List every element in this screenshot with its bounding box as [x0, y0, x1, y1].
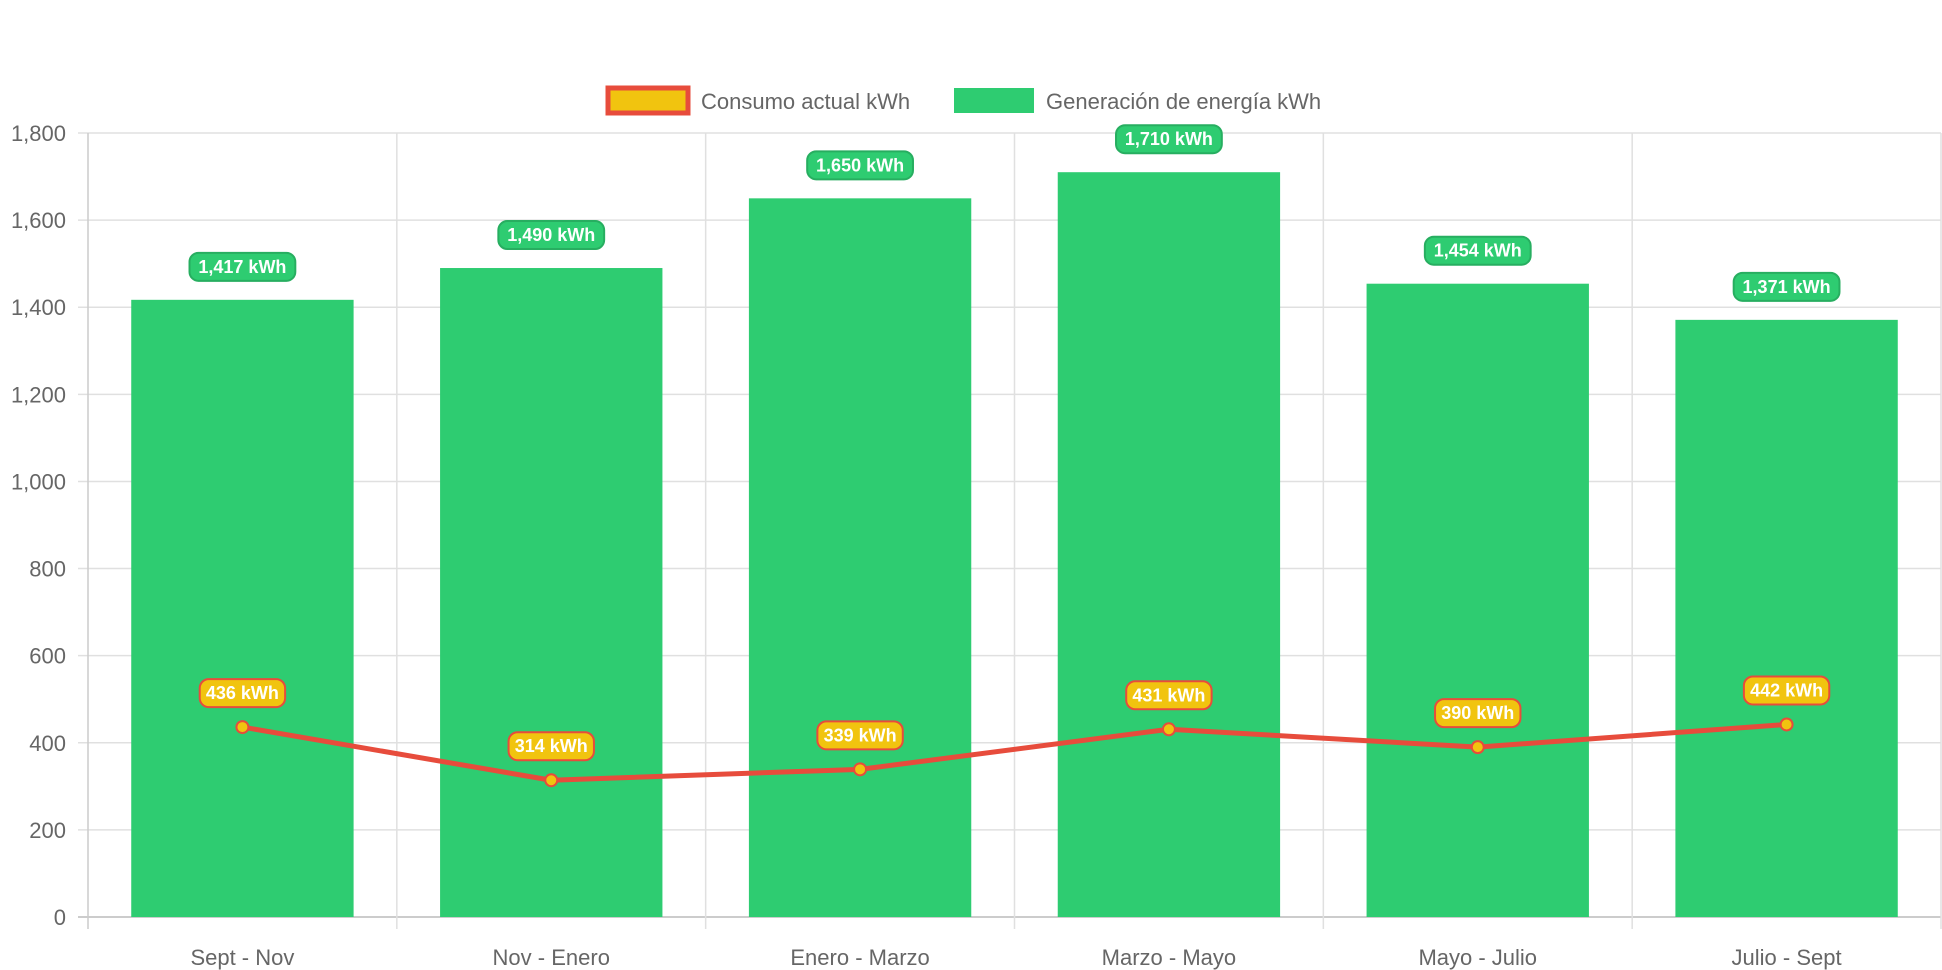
- legend-label-generacion: Generación de energía kWh: [1046, 89, 1321, 114]
- bar-value-label: 1,417 kWh: [188, 251, 297, 282]
- y-tick-label: 600: [29, 644, 66, 669]
- y-tick-label: 1,400: [11, 295, 66, 320]
- bar-value-label: 1,710 kWh: [1115, 124, 1223, 155]
- consumption-point: [1161, 722, 1176, 737]
- consumption-point: [1470, 740, 1485, 755]
- consumption-point: [544, 773, 559, 788]
- bar-value-label-bg: [1423, 235, 1532, 266]
- bar-generacion: [1057, 172, 1281, 917]
- line-value-label-bg: [1125, 680, 1213, 711]
- bar-value-label-text: 1,417 kWh: [198, 257, 286, 277]
- y-tick-label: 800: [29, 557, 66, 582]
- line-value-label-bg: [1742, 675, 1831, 706]
- x-tick-label: Mayo - Julio: [1418, 945, 1537, 970]
- line-value-label-text: 431 kWh: [1132, 685, 1205, 705]
- legend-label-consumo: Consumo actual kWh: [701, 89, 910, 114]
- line-value-label-bg: [507, 731, 595, 762]
- line-value-label-text: 436 kWh: [206, 683, 279, 703]
- bar-value-label-bg: [497, 220, 606, 251]
- x-tick-label: Nov - Enero: [493, 945, 610, 970]
- legend-item-generacion[interactable]: Generación de energía kWh: [954, 88, 1321, 114]
- line-value-label: 436 kWh: [198, 678, 287, 709]
- line-value-label: 442 kWh: [1742, 675, 1831, 706]
- consumption-line: [235, 717, 1794, 788]
- bar-value-label-bg: [188, 251, 297, 282]
- bar-value-label-bg: [1115, 124, 1223, 155]
- y-tick-label: 1,200: [11, 382, 66, 407]
- y-tick-label: 1,600: [11, 208, 66, 233]
- consumption-line-path: [241, 721, 1787, 783]
- line-value-label-text: 339 kWh: [824, 725, 897, 745]
- legend[interactable]: Consumo actual kWh Generación de energía…: [605, 85, 1321, 116]
- x-tick-label: Marzo - Mayo: [1102, 945, 1236, 970]
- y-tick-label: 200: [29, 818, 66, 843]
- grid: 0 200 400 600 800 1,000 1,200 1,400 1,600 1,800 Se…: [11, 121, 1942, 970]
- bar-value-label-text: 1,371 kWh: [1743, 277, 1831, 297]
- bar-value-label: 1,454 kWh: [1423, 235, 1532, 266]
- bar-value-label-text: 1,650 kWh: [816, 155, 904, 175]
- y-tick-label: 0: [54, 905, 66, 930]
- consumption-point: [235, 720, 250, 735]
- x-tick-label: Enero - Marzo: [790, 945, 929, 970]
- bar-generacion: [1675, 319, 1898, 917]
- y-tick-label: 400: [29, 731, 66, 756]
- legend-item-consumo[interactable]: Consumo actual kWh: [605, 85, 910, 116]
- x-tick-label: Julio - Sept: [1732, 945, 1842, 970]
- legend-swatch-consumo: [605, 85, 691, 116]
- bar-value-label-text: 1,710 kWh: [1125, 129, 1213, 149]
- bar-value-label-text: 1,490 kWh: [507, 225, 595, 245]
- line-value-label: 431 kWh: [1125, 680, 1213, 711]
- line-value-label-text: 442 kWh: [1750, 680, 1823, 700]
- x-tick-label: Sept - Nov: [190, 945, 294, 970]
- line-value-label-bg: [198, 678, 287, 709]
- line-value-label-text: 314 kWh: [515, 736, 588, 756]
- bar-value-label-bg: [1732, 271, 1841, 302]
- bar-value-label: 1,371 kWh: [1732, 271, 1841, 302]
- bar-generacion: [748, 198, 972, 918]
- consumption-point: [853, 762, 868, 777]
- bar-generacion: [1366, 283, 1589, 917]
- bar-generacion: [131, 299, 354, 918]
- consumption-point: [1779, 717, 1794, 732]
- line-value-label: 390 kWh: [1434, 698, 1522, 729]
- line-value-label: 314 kWh: [507, 731, 595, 762]
- bar-value-label: 1,650 kWh: [806, 150, 914, 181]
- bar-generacion: [440, 268, 663, 917]
- line-value-label: 339 kWh: [816, 720, 904, 751]
- data-labels: 1,417 kWh 1,490 kWh 1,650 kWh 1,710 kWh 1,45…: [188, 124, 1841, 762]
- bars: [131, 172, 1898, 918]
- y-tick-label: 1,000: [11, 469, 66, 494]
- bar-value-label-bg: [806, 150, 914, 181]
- line-value-label-text: 390 kWh: [1441, 703, 1514, 723]
- line-value-label-bg: [816, 720, 904, 751]
- legend-swatch-generacion: [954, 88, 1034, 113]
- bar-value-label-text: 1,454 kWh: [1434, 241, 1522, 261]
- y-tick-label: 1,800: [11, 121, 66, 146]
- bar-value-label: 1,490 kWh: [497, 220, 606, 251]
- line-value-label-bg: [1434, 698, 1522, 729]
